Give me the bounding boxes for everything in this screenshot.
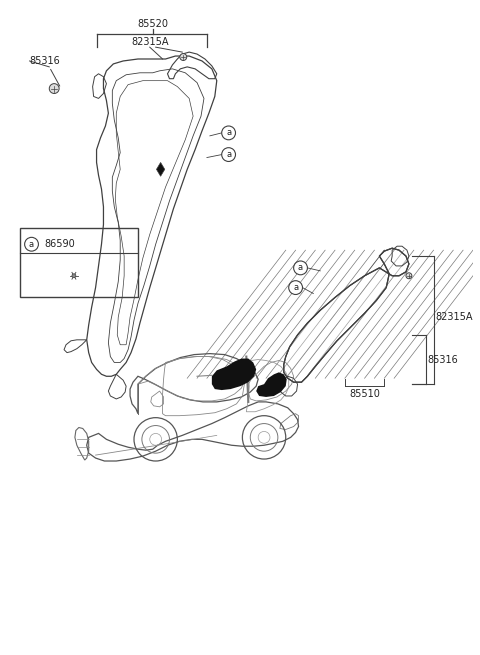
Text: 82315A: 82315A bbox=[435, 312, 473, 322]
Circle shape bbox=[222, 126, 236, 140]
Text: 85316: 85316 bbox=[30, 56, 60, 66]
Text: 85520: 85520 bbox=[137, 20, 168, 29]
Text: 85316: 85316 bbox=[428, 354, 458, 365]
Circle shape bbox=[288, 281, 302, 295]
Circle shape bbox=[294, 261, 307, 275]
Text: a: a bbox=[293, 283, 298, 292]
Circle shape bbox=[222, 147, 236, 162]
Circle shape bbox=[49, 84, 59, 94]
Circle shape bbox=[406, 273, 412, 279]
Polygon shape bbox=[256, 372, 287, 397]
Polygon shape bbox=[156, 162, 165, 176]
Circle shape bbox=[180, 54, 187, 60]
Polygon shape bbox=[212, 358, 256, 390]
Bar bbox=[20, 229, 138, 297]
Text: a: a bbox=[226, 128, 231, 138]
Text: a: a bbox=[298, 263, 303, 272]
Text: 86590: 86590 bbox=[44, 239, 75, 250]
Text: a: a bbox=[226, 150, 231, 159]
Text: 85510: 85510 bbox=[349, 389, 380, 399]
Text: 82315A: 82315A bbox=[131, 37, 168, 47]
Text: a: a bbox=[29, 240, 34, 249]
Circle shape bbox=[24, 237, 38, 251]
Polygon shape bbox=[284, 248, 409, 382]
Circle shape bbox=[72, 274, 76, 278]
